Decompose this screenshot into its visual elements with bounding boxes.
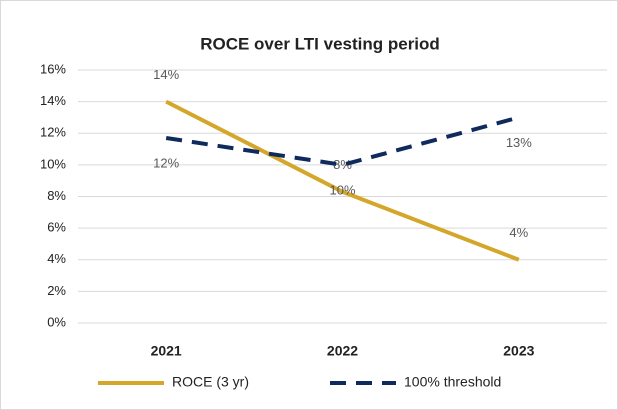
chart-title: ROCE over LTI vesting period [200,34,440,53]
y-tick-label: 16% [40,61,66,76]
y-tick-label: 12% [40,125,66,140]
data-label: 8% [333,157,352,172]
x-tick-label: 2022 [327,343,358,359]
legend-label: ROCE (3 yr) [172,374,249,390]
series-line [165,115,520,167]
y-tick-label: 8% [47,188,66,203]
y-tick-label: 6% [47,220,66,235]
data-label: 10% [329,182,355,197]
legend-label: 100% threshold [404,374,501,390]
y-tick-label: 14% [40,93,66,108]
y-tick-label: 4% [47,251,66,266]
data-label: 12% [153,155,179,170]
y-tick-label: 10% [40,156,66,171]
data-label: 13% [506,135,532,150]
y-tick-label: 2% [47,283,66,298]
x-tick-label: 2023 [503,343,534,359]
y-tick-label: 0% [47,314,66,329]
data-label: 4% [509,225,528,240]
data-label: 14% [153,67,179,82]
series-line [165,99,520,262]
x-tick-label: 2021 [151,343,182,359]
